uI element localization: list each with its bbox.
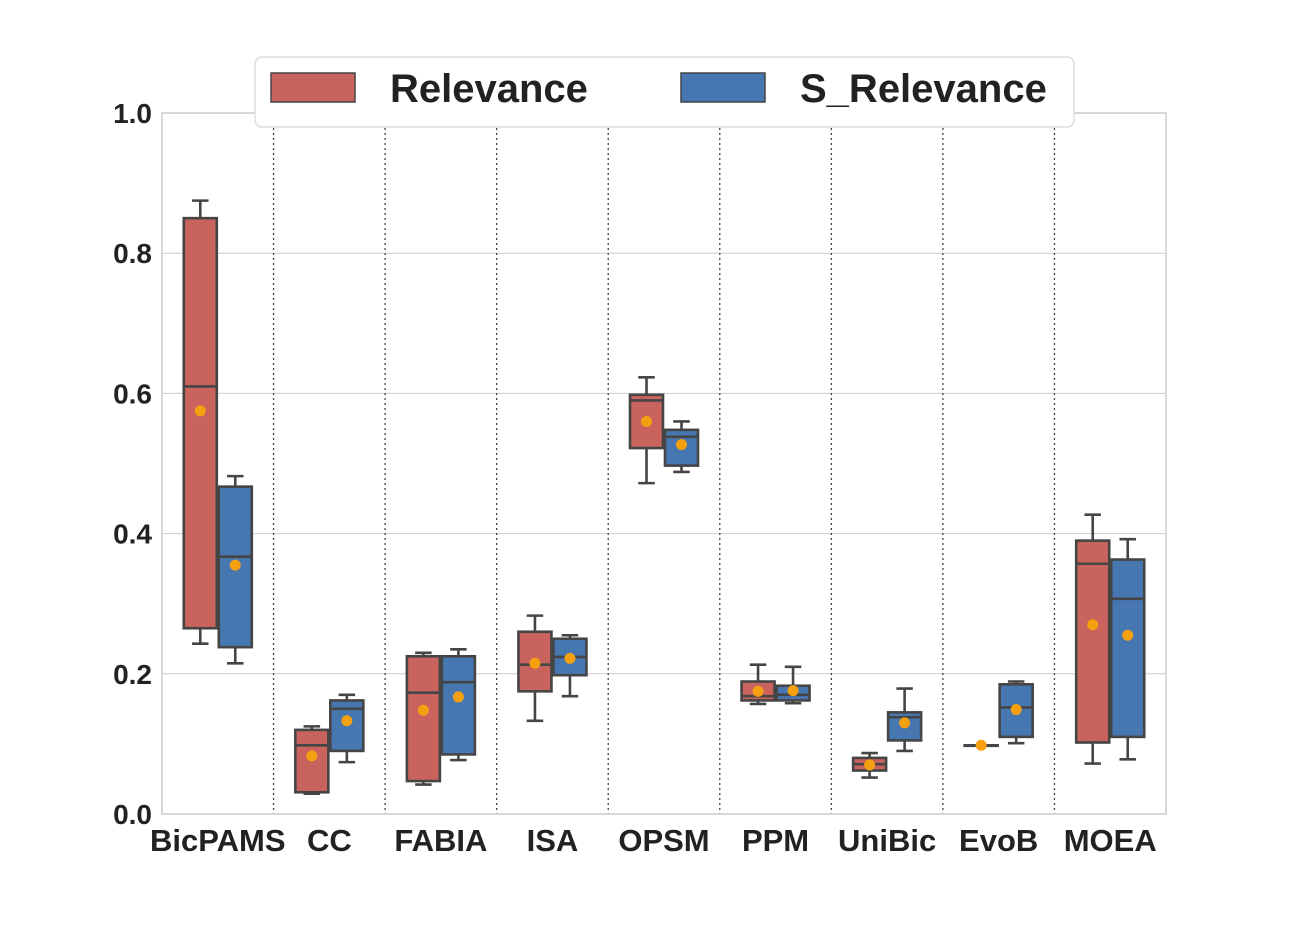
box-body xyxy=(1074,539,1111,744)
x-tick-label-ppm: PPM xyxy=(742,823,809,858)
box-unibic-s_relevance xyxy=(886,687,923,753)
y-tick-label: 0.4 xyxy=(113,519,152,550)
mean-marker xyxy=(194,405,206,417)
box-body xyxy=(182,216,219,630)
legend-frame xyxy=(254,56,1075,128)
mean-marker xyxy=(641,415,652,427)
mean-marker xyxy=(864,759,876,771)
y-axis-ticks: 0.0 0.2 0.4 0.6 0.8 1.0 xyxy=(113,98,152,830)
box-body xyxy=(440,654,477,756)
mean-marker xyxy=(564,652,576,664)
y-tick-label: 0.8 xyxy=(113,238,152,269)
x-tick-label-evob: EvoB xyxy=(959,823,1038,858)
mean-marker xyxy=(229,559,241,571)
box-evob-s_relevance xyxy=(998,680,1034,745)
y-tick-label: 0.6 xyxy=(113,378,152,409)
box-bicpams-s_relevance xyxy=(217,474,254,665)
mean-marker xyxy=(417,704,429,716)
y-tick-label: 0.2 xyxy=(113,659,152,690)
legend-label-relevance: Relevance xyxy=(390,67,588,111)
box-evob-relevance xyxy=(963,739,999,751)
x-tick-label-isa: ISA xyxy=(527,823,579,858)
box-unibic-relevance xyxy=(851,751,888,779)
mean-marker xyxy=(1122,629,1134,641)
mean-marker xyxy=(452,691,464,703)
legend-swatch-s_relevance xyxy=(680,72,766,103)
box-isa-s_relevance xyxy=(552,633,588,698)
mean-marker xyxy=(899,717,911,729)
box-ppm-relevance xyxy=(740,663,776,706)
mean-marker xyxy=(1087,619,1099,631)
mean-marker xyxy=(975,739,987,751)
box-body xyxy=(405,654,442,783)
mean-marker xyxy=(1010,704,1022,716)
mean-marker xyxy=(676,439,687,451)
box-moea-relevance xyxy=(1074,513,1111,765)
x-tick-label-fabia: FABIA xyxy=(394,823,487,858)
mean-marker xyxy=(529,657,541,669)
x-tick-label-moea: MOEA xyxy=(1064,823,1157,858)
legend-swatch-relevance xyxy=(270,72,356,103)
mean-marker xyxy=(787,685,799,697)
y-tick-label: 1.0 xyxy=(113,98,152,129)
x-tick-label-cc: CC xyxy=(307,823,352,858)
mean-marker xyxy=(752,685,764,697)
category-separators xyxy=(272,113,1056,814)
mean-marker xyxy=(306,750,318,762)
legend: Relevance S_Relevance xyxy=(254,56,1075,128)
box-cc-relevance xyxy=(294,725,330,795)
box-bicpams-relevance xyxy=(182,199,219,645)
box-cc-s_relevance xyxy=(329,693,365,764)
legend-label-s_relevance: S_Relevance xyxy=(800,67,1047,111)
box-opsm-relevance xyxy=(628,375,665,485)
y-tick-label: 0.0 xyxy=(113,799,152,830)
box-isa-relevance xyxy=(517,614,553,723)
box-fabia-s_relevance xyxy=(440,647,477,762)
x-axis-ticks: BicPAMS CC FABIA ISA OPSM PPM UniBic EvoB MOEA xyxy=(150,823,1157,858)
x-tick-label-bicpams: BicPAMS xyxy=(150,823,286,858)
x-tick-label-opsm: OPSM xyxy=(618,823,709,858)
box-plots xyxy=(182,199,1146,795)
box-body xyxy=(1109,558,1146,739)
box-moea-s_relevance xyxy=(1109,537,1146,761)
box-fabia-relevance xyxy=(405,651,442,786)
mean-marker xyxy=(341,715,353,727)
x-tick-label-unibic: UniBic xyxy=(838,823,936,858)
box-ppm-s_relevance xyxy=(775,665,811,705)
box-opsm-s_relevance xyxy=(663,420,700,474)
